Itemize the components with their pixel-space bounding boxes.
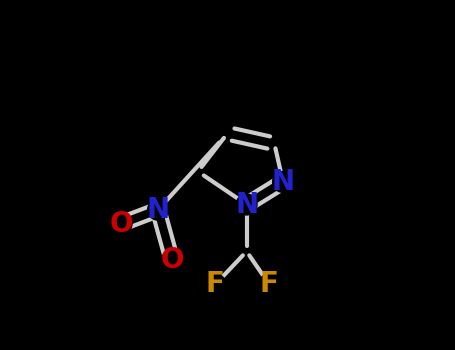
Text: F: F xyxy=(206,270,225,298)
Text: N: N xyxy=(272,168,295,196)
Circle shape xyxy=(236,194,257,215)
Text: O: O xyxy=(160,246,184,274)
Text: F: F xyxy=(260,270,278,298)
Text: N: N xyxy=(147,196,170,224)
Circle shape xyxy=(111,213,132,234)
Circle shape xyxy=(273,172,293,193)
Circle shape xyxy=(162,250,182,271)
Text: N: N xyxy=(235,190,258,218)
Circle shape xyxy=(205,274,226,295)
Circle shape xyxy=(147,199,168,220)
Text: O: O xyxy=(110,210,133,238)
Circle shape xyxy=(259,274,279,295)
